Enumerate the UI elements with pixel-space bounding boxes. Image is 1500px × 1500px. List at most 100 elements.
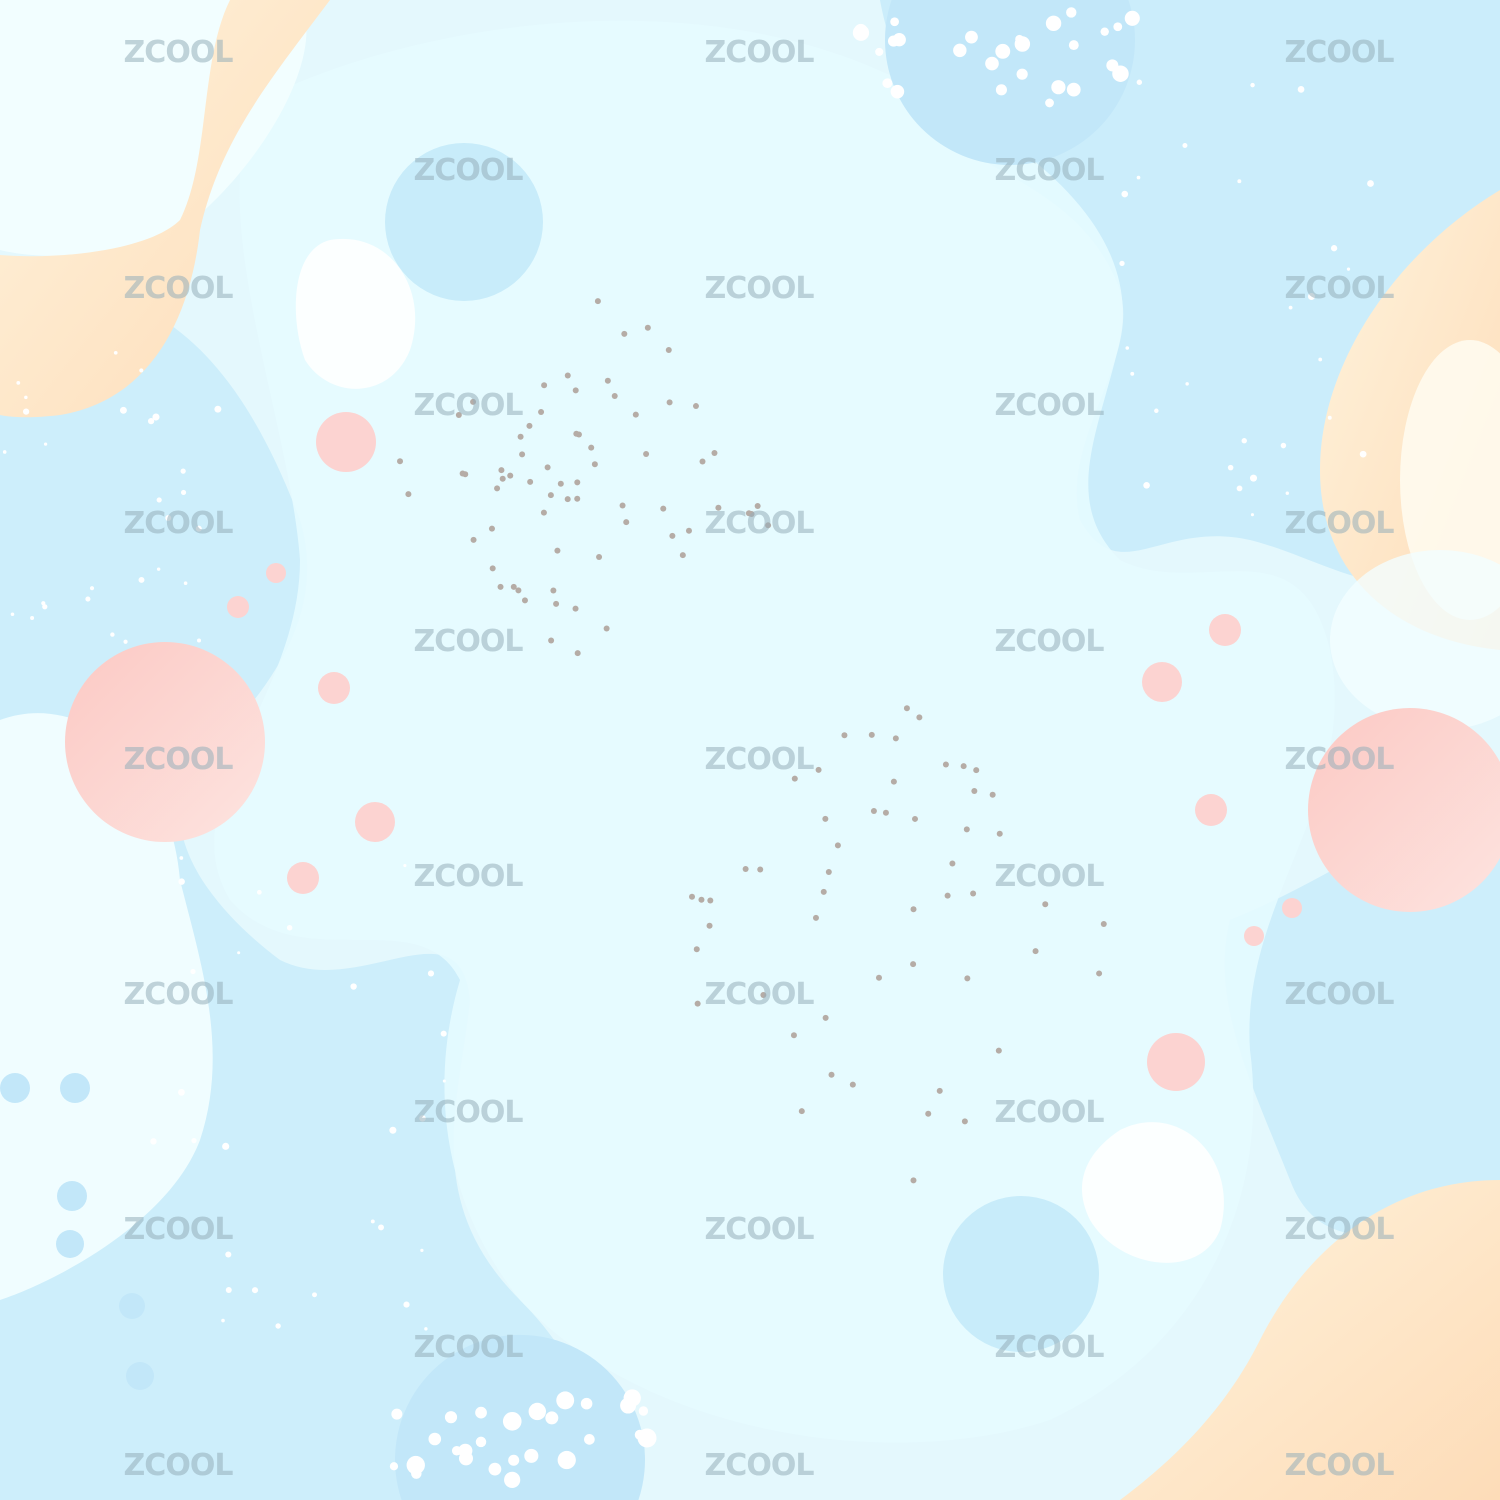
white-dot (150, 1138, 157, 1145)
white-dot (191, 1138, 197, 1144)
white-dot (123, 639, 128, 644)
zcool-watermark: ZCOOL (704, 1448, 815, 1483)
grey-dot (822, 815, 829, 822)
grey-dot (870, 807, 877, 814)
blue-dot (57, 1181, 87, 1211)
pink-circle-right (1308, 708, 1500, 912)
grey-dot (611, 393, 618, 400)
grey-dot (970, 890, 977, 897)
white-dot (892, 33, 906, 47)
zcool-watermark: ZCOOL (994, 1095, 1105, 1130)
grey-dot (754, 502, 761, 509)
grey-dot (405, 491, 412, 498)
white-dot (875, 47, 884, 56)
pink-dot (287, 862, 319, 894)
zcool-watermark: ZCOOL (994, 388, 1105, 423)
grey-dot (557, 480, 564, 487)
white-dot (1250, 513, 1254, 517)
grey-dot (507, 472, 514, 479)
white-dot (30, 615, 35, 620)
grey-dot (875, 974, 882, 981)
grey-dot (996, 830, 1003, 837)
white-dot (275, 1323, 281, 1329)
grey-dot (820, 888, 827, 895)
grey-dot (841, 732, 848, 739)
grey-dot (964, 975, 971, 982)
white-dot (1136, 79, 1143, 85)
white-dot (389, 1126, 397, 1134)
pink-dot (355, 802, 395, 842)
grey-dot (660, 505, 667, 512)
white-dot (1066, 7, 1077, 18)
grey-dot (916, 714, 923, 721)
zcool-watermark: ZCOOL (704, 271, 815, 306)
white-dot (1227, 464, 1234, 471)
white-dot (1045, 15, 1062, 32)
white-dot (444, 1411, 458, 1424)
pink-dot (1244, 926, 1264, 946)
grey-dot (815, 766, 822, 773)
white-dot (1121, 190, 1129, 198)
grey-dot (693, 946, 700, 953)
grey-dot (961, 1118, 968, 1125)
zcool-watermark: ZCOOL (1284, 742, 1395, 777)
white-dot (113, 350, 118, 355)
white-dot (1249, 474, 1258, 482)
white-dot (584, 1434, 595, 1445)
grey-dot (765, 522, 772, 529)
zcool-watermark: ZCOOL (704, 742, 815, 777)
grey-dot (989, 791, 996, 798)
white-dot (222, 1142, 230, 1150)
white-dot (214, 405, 222, 413)
white-dot (428, 1432, 442, 1446)
white-dot (389, 1462, 399, 1471)
white-dot (1015, 34, 1024, 44)
grey-dot (527, 478, 534, 485)
grey-dot (791, 775, 798, 782)
grey-dot (526, 422, 533, 429)
grey-dot (910, 906, 917, 913)
grey-dot (910, 1177, 917, 1184)
grey-dot (632, 411, 639, 418)
grey-dot (971, 787, 978, 794)
zcool-watermark: ZCOOL (123, 506, 234, 541)
grey-dot (834, 842, 841, 849)
grey-dot (594, 298, 601, 305)
white-dot (403, 864, 407, 868)
grey-dot (892, 735, 899, 742)
grey-dot (510, 583, 517, 590)
grey-dot (544, 464, 551, 471)
white-dot (528, 1402, 546, 1421)
grey-dot (995, 1047, 1002, 1054)
grey-dot (550, 587, 557, 594)
grey-dot (944, 892, 951, 899)
grey-dot (849, 1081, 856, 1088)
grey-dot (488, 525, 495, 532)
grey-dot (790, 1032, 797, 1039)
white-dot (1330, 245, 1338, 252)
white-dot (24, 395, 28, 400)
white-dot (178, 1088, 185, 1096)
grey-dot (497, 583, 504, 590)
white-dot (424, 1327, 428, 1331)
grey-dot (812, 914, 819, 921)
blue-dot (126, 1362, 154, 1390)
peach-blob-bottom-right (1120, 1180, 1500, 1500)
grey-dot (494, 485, 501, 492)
grey-dot (1032, 948, 1039, 955)
grey-dot (692, 403, 699, 410)
white-dot (512, 1415, 522, 1425)
white-blob-left (0, 713, 213, 1300)
white-dot (179, 856, 184, 860)
zcool-watermark: ZCOOL (994, 153, 1105, 188)
white-dot (1241, 438, 1247, 444)
grey-dot (554, 547, 561, 554)
zcool-watermark: ZCOOL (413, 859, 524, 894)
white-dot (1327, 415, 1332, 420)
grey-dot (498, 467, 505, 474)
grey-dot (643, 450, 650, 457)
grey-dot (910, 961, 917, 968)
pink-dot (266, 563, 286, 583)
zcool-watermark: ZCOOL (1284, 35, 1395, 70)
